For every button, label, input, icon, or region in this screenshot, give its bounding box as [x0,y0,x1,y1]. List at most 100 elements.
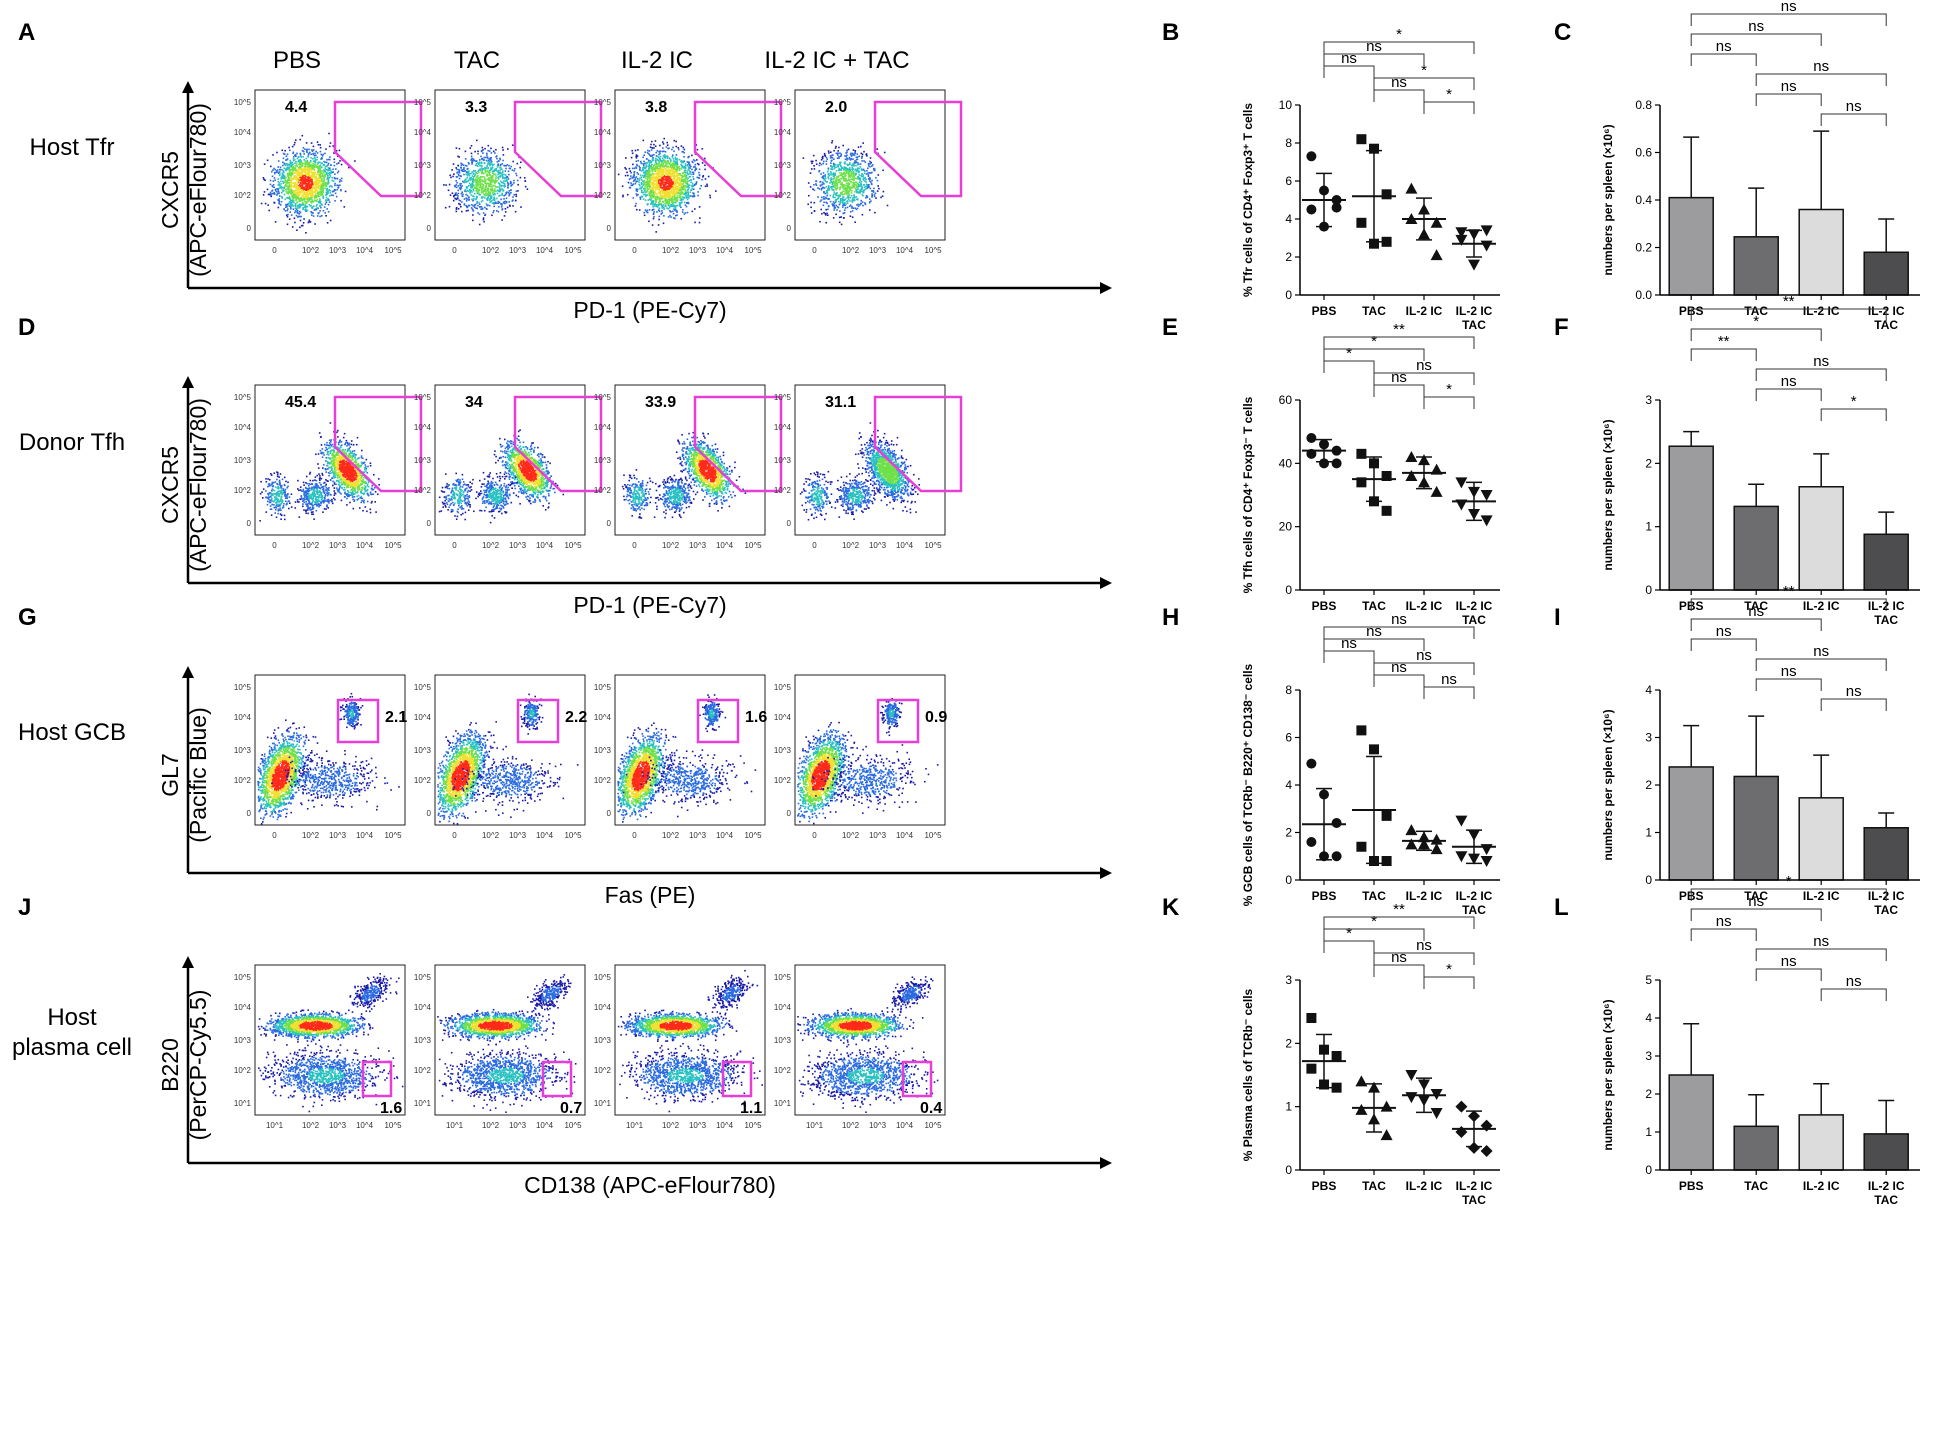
data-point [1405,1092,1418,1104]
dot-group [1452,225,1496,271]
dot-group [1402,1070,1446,1119]
dot-group [1402,182,1446,261]
category-label: IL-2 IC [1803,599,1840,613]
facs-frame [254,384,406,536]
facs-x-tick: 10^5 [564,1121,582,1130]
bar [1668,1074,1714,1171]
facs-x-tick: 10^5 [924,541,942,550]
dot-group [1402,824,1446,855]
facs-plot: 0 10^2 10^3 10^4 10^5 0 10^2 10^3 10^4 10^5 33.9 [594,384,783,550]
facs-y-tick: 10^2 [774,486,792,495]
sig-bracket: ns [1323,611,1475,639]
facs-x-tick: 10^5 [564,541,582,550]
facs-y-tick: 10^3 [234,746,252,755]
sig-line [1323,336,1475,349]
facs-x-tick: 0 [452,541,457,550]
sig-line [1690,928,1757,941]
data-point [1306,1013,1317,1023]
dot-group [1452,477,1496,527]
sig-label: * [1346,925,1352,942]
sig-bracket: ns [1690,913,1757,941]
data-point [1430,485,1443,497]
data-point [1405,1070,1418,1081]
facs-x-tick: 10^3 [869,831,887,840]
sig-line [1373,674,1425,687]
sig-bracket: * [1323,333,1425,361]
facs-x-tick: 10^4 [356,541,374,550]
x-axis-arrowhead [1100,282,1112,294]
data-point [1480,490,1493,501]
bar [1733,775,1779,881]
sig-label: ** [1718,333,1730,350]
sig-label: * [1371,913,1377,930]
data-point [1455,227,1468,239]
facs-y-label-2: (APC-eFlour780) [185,103,211,277]
gate [361,1060,393,1098]
data-point [1355,1075,1368,1087]
facs-plot: 10^1 10^2 10^3 10^4 10^5 10^1 10^2 10^3 10^4 10^5… [414,964,586,1130]
sig-label: ns [1781,663,1797,680]
facs-y-tick: 10^3 [594,456,612,465]
y-tick-label: 0 [1645,1163,1652,1177]
y-axis-label: numbers per spleen (×10⁶) [1601,124,1615,275]
facs-y-tick: 10^3 [414,746,432,755]
facs-x-tick: 10^5 [744,246,762,255]
facs-x-tick: 10^3 [689,831,707,840]
sig-line [1820,698,1887,711]
facs-x-tick: 10^4 [716,246,734,255]
sig-label: ns [1846,683,1862,700]
panel-letter-J: J [18,894,31,921]
category-label-2: TAC [1462,318,1486,332]
sig-bracket: * [1423,961,1475,989]
facs-plot: 10^1 10^2 10^3 10^4 10^5 10^1 10^2 10^3 10^4 10^5… [594,964,766,1130]
facs-x-tick: 10^5 [384,831,402,840]
y-tick-label: 2 [1285,1036,1292,1050]
sig-line [1323,65,1375,78]
data-point [1331,851,1342,862]
sig-label: ns [1846,973,1862,990]
facs-x-tick: 10^2 [662,831,680,840]
category-label: IL-2 IC [1406,1179,1443,1193]
facs-y-tick: 10^2 [234,776,252,785]
dot-group [1302,151,1346,232]
facs-plot: 0 10^2 10^3 10^4 10^5 0 10^2 10^3 10^4 10^5 34 [414,384,603,550]
data-point [1468,829,1480,841]
gate-percent: 3.3 [465,99,487,116]
facs-y-tick: 10^2 [414,191,432,200]
facs-x-tick: 10^2 [662,1121,680,1130]
y-tick-label: 0 [1285,288,1292,302]
sig-line [1323,41,1475,54]
category-label-2: TAC [1462,903,1486,917]
sig-bracket: ns [1690,0,1887,26]
facs-y-tick: 10^2 [594,776,612,785]
y-tick-label: 3 [1645,731,1652,745]
facs-y-tick: 10^2 [774,1066,792,1075]
sig-line [1373,372,1475,385]
gate-percent: 2.0 [825,99,847,116]
facs-y-tick: 10^3 [594,161,612,170]
data-point [1356,217,1367,228]
gate-percent: 45.4 [285,394,316,411]
dot-group [1302,1013,1346,1093]
facs-plot: 0 10^2 10^3 10^4 10^5 0 10^2 10^3 10^4 10^5 2.0 [774,89,963,255]
sig-label: ns [1813,58,1829,75]
facs-y-tick: 10^4 [234,1003,252,1012]
facs-x-tick: 10^5 [924,246,942,255]
facs-frame [794,384,946,536]
facs-x-tick: 10^3 [329,246,347,255]
data-point [1418,228,1430,240]
facs-y-tick: 10^3 [594,746,612,755]
facs-x-tick: 10^2 [842,541,860,550]
sig-line [1690,638,1757,651]
panel-letter-A: A [18,19,35,46]
panel-letter-D: D [18,314,35,341]
panel-letter-G: G [18,604,37,631]
sig-label: ns [1441,671,1457,688]
facs-y-tick: 10^5 [414,98,432,107]
data-point [1319,185,1329,196]
category-label: IL-2 IC [1868,1179,1905,1193]
y-tick-label: 1 [1645,1125,1652,1139]
y-tick-label: 60 [1279,393,1293,407]
sig-label: ns [1391,611,1407,628]
